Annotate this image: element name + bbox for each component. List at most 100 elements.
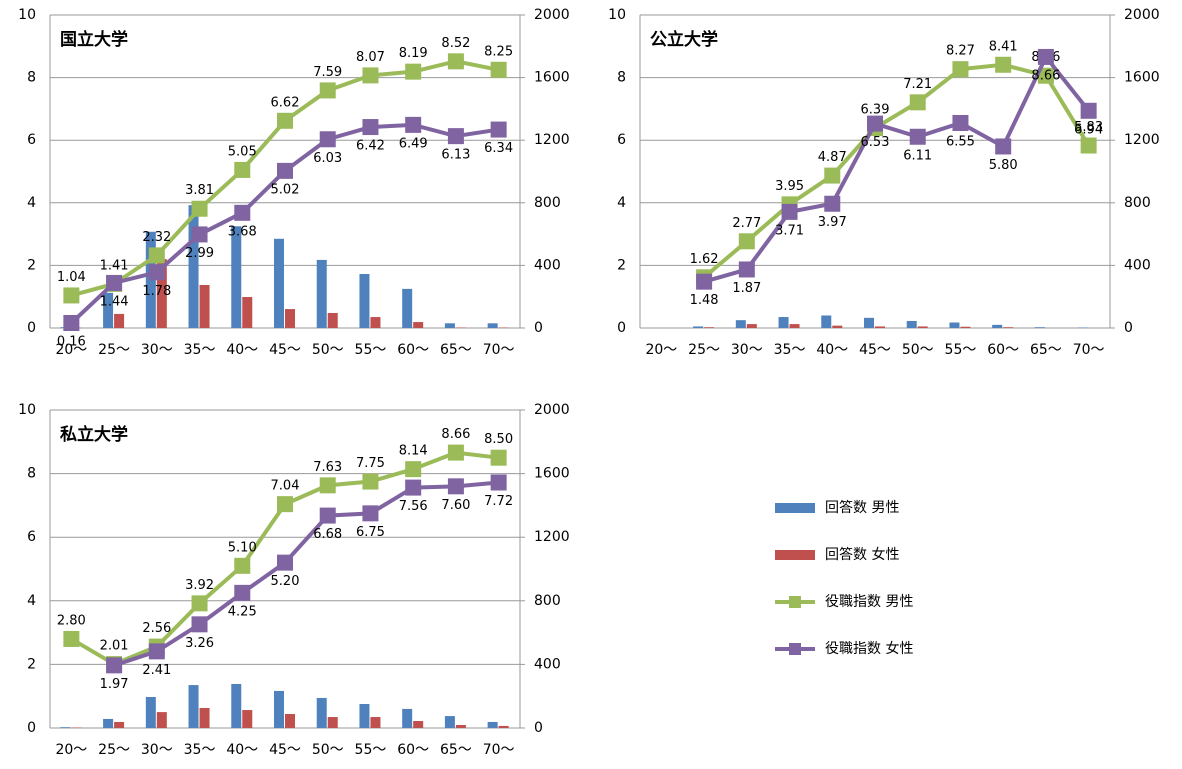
y-tick-label: 6 [617, 132, 626, 148]
marker [320, 131, 336, 147]
value-label: 2.77 [732, 216, 761, 231]
marker [824, 168, 840, 184]
x-tick-label: 30〜 [731, 342, 763, 358]
y-tick-label: 8 [27, 70, 36, 86]
bar [157, 712, 167, 728]
marker [106, 657, 122, 673]
value-label: 6.39 [861, 102, 890, 117]
line [704, 57, 1089, 282]
y2-tick-label: 800 [1124, 195, 1151, 211]
marker [952, 61, 968, 77]
marker [234, 585, 250, 601]
value-label: 1.48 [690, 293, 719, 308]
marker [362, 119, 378, 135]
x-tick-label: 70〜 [483, 742, 515, 758]
value-label: 5.80 [989, 158, 1018, 173]
y-tick-label: 2 [617, 257, 626, 273]
value-label: 2.99 [185, 246, 214, 261]
value-label: 3.95 [775, 179, 804, 194]
x-tick-label: 45〜 [269, 742, 301, 758]
marker [192, 616, 208, 632]
value-label: 8.14 [399, 444, 428, 459]
marker [491, 475, 507, 491]
x-tick-label: 35〜 [184, 342, 216, 358]
value-label: 5.20 [271, 574, 300, 589]
marker [405, 117, 421, 133]
x-tick-label: 20〜 [645, 342, 677, 358]
x-tick-label: 65〜 [440, 342, 472, 358]
bar [456, 725, 466, 728]
marker [739, 233, 755, 249]
bar [1003, 327, 1013, 328]
marker [910, 94, 926, 110]
value-label: 8.66 [441, 427, 470, 442]
bar [285, 714, 295, 728]
y-tick-label: 8 [617, 70, 626, 86]
legend-label: 役職指数 男性 [825, 594, 913, 610]
y2-tick-label: 1200 [534, 529, 570, 545]
y2-tick-label: 800 [534, 593, 561, 609]
y-tick-label: 6 [27, 529, 36, 545]
value-label: 7.60 [441, 498, 470, 513]
value-label: 3.68 [228, 224, 257, 239]
value-label: 8.19 [399, 46, 428, 61]
marker [405, 480, 421, 496]
y2-tick-label: 0 [1124, 320, 1133, 336]
legend-swatch [789, 643, 801, 655]
marker [192, 595, 208, 611]
marker [149, 643, 165, 659]
bar [779, 317, 789, 328]
y-tick-label: 10 [18, 402, 36, 418]
y2-tick-label: 1600 [534, 70, 570, 86]
value-label: 7.75 [356, 456, 385, 471]
y-tick-label: 8 [27, 466, 36, 482]
value-label: 6.49 [399, 136, 428, 151]
y-tick-label: 10 [18, 7, 36, 23]
bar [402, 709, 412, 728]
marker [1081, 138, 1097, 154]
chart-title: 公立大学 [650, 29, 718, 50]
marker [277, 496, 293, 512]
marker [405, 461, 421, 477]
bar [370, 717, 380, 728]
x-tick-label: 55〜 [355, 742, 387, 758]
marker [867, 116, 883, 132]
bar [832, 326, 842, 328]
bar [242, 710, 252, 728]
x-tick-label: 60〜 [397, 342, 429, 358]
bar [402, 289, 412, 328]
bar [1035, 327, 1045, 328]
marker [405, 64, 421, 80]
bar [488, 722, 498, 728]
value-label: 1.87 [732, 281, 761, 296]
x-tick-label: 30〜 [141, 342, 173, 358]
marker [910, 129, 926, 145]
bar [200, 285, 210, 328]
value-label: 0.16 [57, 334, 86, 349]
bar [821, 315, 831, 328]
y2-tick-label: 800 [534, 195, 561, 211]
bar [200, 708, 210, 728]
value-label: 6.68 [313, 527, 342, 542]
value-label: 6.13 [441, 148, 470, 163]
legend-label: 回答数 男性 [825, 499, 899, 516]
bar [317, 698, 327, 728]
marker [234, 162, 250, 178]
value-label: 6.94 [1074, 122, 1103, 137]
y-tick-label: 0 [27, 720, 36, 736]
value-label: 2.01 [100, 639, 129, 654]
marker [362, 505, 378, 521]
marker [320, 508, 336, 524]
y2-tick-label: 2000 [1124, 7, 1160, 23]
bar [103, 719, 113, 728]
y-tick-label: 0 [27, 320, 36, 336]
marker [782, 204, 798, 220]
y2-tick-label: 400 [534, 257, 561, 273]
bar [274, 239, 284, 328]
marker [952, 115, 968, 131]
bar [189, 205, 199, 328]
x-tick-label: 25〜 [98, 742, 130, 758]
y2-tick-label: 2000 [534, 7, 570, 23]
